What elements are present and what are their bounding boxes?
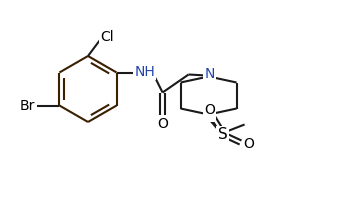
Text: O: O [157, 117, 168, 131]
Text: O: O [204, 102, 215, 117]
Text: S: S [218, 127, 227, 142]
Text: NH: NH [134, 65, 155, 78]
Text: N: N [205, 67, 215, 81]
Text: Cl: Cl [100, 30, 114, 44]
Text: N: N [205, 106, 215, 120]
Text: Br: Br [20, 99, 35, 113]
Text: O: O [243, 138, 254, 152]
